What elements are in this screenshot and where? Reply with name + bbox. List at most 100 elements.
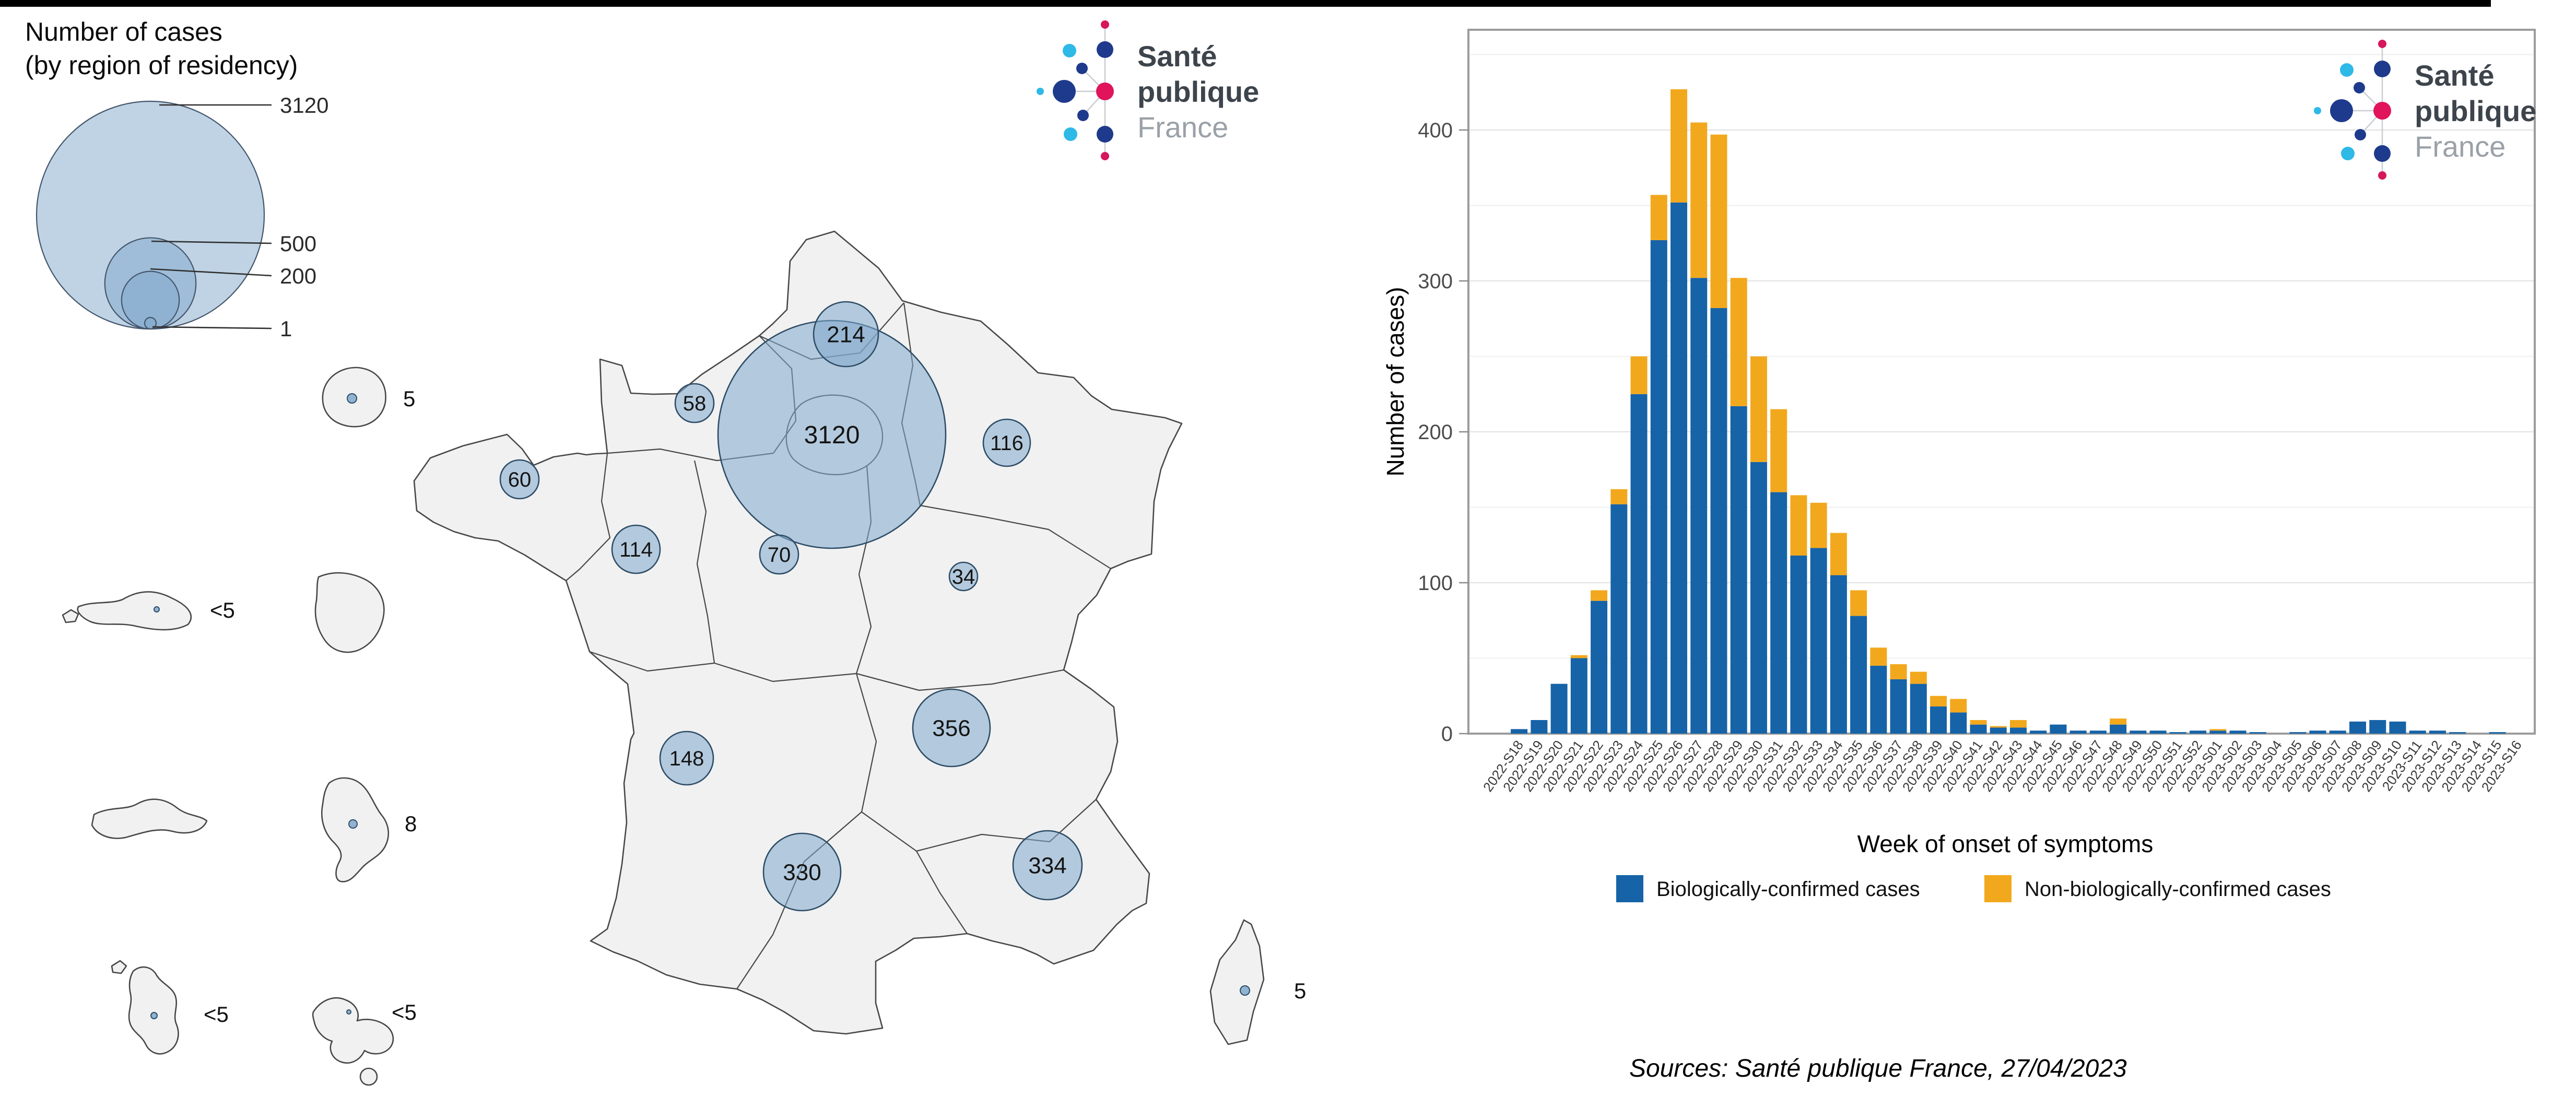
chart-panel: 0 100 200 300 400 2022-S182022-S192022-S2020… [1382, 29, 2536, 1082]
island-guadeloupe [312, 997, 394, 1064]
bar-non-biological-2022-S21 [1570, 655, 1587, 658]
bar-biological-2023-S13 [2449, 732, 2466, 734]
region-border-aura-occitanie [861, 811, 917, 852]
bar-biological-2022-S31 [1770, 492, 1787, 734]
bar-biological-2023-S10 [2389, 721, 2406, 734]
scale-circle-1 [144, 316, 157, 330]
bar-biological-2022-S37 [1890, 679, 1907, 734]
bar-non-biological-2022-S23 [1610, 489, 1628, 504]
bar-biological-2022-S29 [1730, 406, 1747, 734]
island-label-5: 5 [1294, 979, 1306, 1003]
bar-biological-2022-S19 [1531, 720, 1548, 734]
bubble-356 [912, 688, 991, 768]
bar-non-biological-2022-S30 [1750, 356, 1767, 462]
region-border-bourgogne-south [856, 669, 1064, 691]
islet-mayotte-north [111, 960, 127, 974]
bar-biological-2022-S20 [1550, 683, 1568, 734]
scale-label-200: 200 [280, 264, 316, 288]
bar-biological-2022-S45 [2050, 724, 2067, 734]
bar-non-biological-2022-S26 [1671, 89, 1687, 203]
island-annotations: 5 <5 8 <5 <5 5 [150, 386, 1306, 1027]
island-corse [1209, 919, 1265, 1045]
bar-biological-2023-S06 [2309, 730, 2326, 734]
ytick-label-300: 300 [1418, 270, 1453, 293]
scale-leader-1 [152, 326, 272, 329]
plot-border [1467, 29, 2536, 735]
region-border-pays-de-loire-south [589, 651, 715, 672]
bubble-value-60: 60 [508, 468, 532, 491]
bubble-214 [813, 301, 879, 368]
bubble-value-214: 214 [827, 322, 865, 347]
bar-biological-2022-S49 [2130, 730, 2147, 734]
bar-non-biological-2023-S01 [2209, 729, 2227, 731]
islet-guadeloupe-south [359, 1067, 378, 1086]
island-dot-5 [1240, 985, 1250, 996]
bar-biological-2022-S33 [1810, 548, 1827, 734]
bar-biological-2022-S28 [1710, 308, 1727, 734]
bar-biological-2022-S46 [2069, 730, 2087, 734]
bar-biological-2023-S03 [2249, 732, 2266, 734]
bar-biological-2023-S01 [2209, 730, 2227, 734]
bar-non-biological-2022-S39 [1930, 696, 1947, 706]
scale-leader-200 [150, 268, 272, 277]
sante-publique-logo-icon [1036, 19, 1115, 161]
y-axis-ticks: 0 100 200 300 400 [1418, 119, 1468, 746]
bar-biological-2022-S32 [1790, 555, 1807, 734]
scale-leader-500 [151, 240, 272, 244]
source-note: Sources: Santé publique France, 27/04/20… [1629, 1055, 2127, 1082]
region-border-occitanie-paca [916, 851, 968, 934]
bar-biological-2022-S35 [1850, 616, 1867, 734]
bar-biological-2022-S48 [2110, 724, 2127, 734]
bar-biological-2023-S15 [2489, 732, 2506, 734]
bubble-value-116: 116 [990, 432, 1024, 455]
ytick-label-0: 0 [1441, 723, 1453, 746]
logo-text-sante: Santé [2415, 59, 2495, 92]
bubble-value-34: 34 [952, 565, 975, 588]
island-dot-2 [348, 819, 358, 829]
legend-swatch-biological [1616, 875, 1643, 902]
region-border-aura-west [855, 673, 877, 812]
sante-publique-france-logo-right: Santé publique France [2313, 39, 2536, 181]
island-dot-0 [347, 393, 357, 404]
scale-legend-circles [36, 100, 265, 330]
island-label-4: <5 [392, 1000, 417, 1024]
ytick-label-100: 100 [1418, 572, 1453, 595]
bar-non-biological-2022-S33 [1810, 502, 1827, 548]
legend-label-biological: Biologically-confirmed cases [1656, 878, 1920, 901]
ytick-label-400: 400 [1418, 119, 1453, 142]
sante-publique-france-logo-left: Santé publique France [1036, 19, 1259, 161]
bar-biological-2023-S11 [2409, 730, 2426, 734]
bar-biological-2022-S22 [1591, 600, 1608, 734]
bubble-value-114: 114 [619, 538, 653, 561]
bar-biological-2022-S39 [1930, 706, 1947, 734]
bubble-value-58: 58 [683, 392, 707, 415]
scale-label-3120: 3120 [280, 93, 328, 117]
island-label-0: 5 [403, 386, 415, 411]
logo-text-france: France [1137, 111, 1228, 144]
bar-biological-2022-S24 [1630, 394, 1648, 734]
bubble-value-70: 70 [768, 544, 791, 567]
bar-non-biological-2022-S31 [1770, 409, 1787, 492]
bar-biological-2022-S40 [1950, 712, 1967, 734]
island-label-2: 8 [405, 811, 417, 836]
bubble-116 [982, 418, 1031, 467]
bar-biological-2022-S50 [2149, 730, 2167, 734]
chart-bars [1511, 89, 2506, 734]
island-martinique [321, 777, 390, 882]
bar-non-biological-2022-S34 [1830, 533, 1847, 575]
bar-biological-2022-S21 [1570, 658, 1587, 734]
bar-biological-2022-S42 [1990, 727, 2007, 734]
bar-non-biological-2022-S25 [1650, 195, 1667, 240]
bar-biological-2022-S38 [1910, 683, 1927, 734]
bar-non-biological-2022-S32 [1790, 495, 1807, 556]
bar-non-biological-2022-S36 [1870, 647, 1887, 666]
legend-swatch-non-biological [1984, 875, 2012, 902]
bar-biological-2023-S09 [2369, 720, 2386, 734]
bubble-148 [659, 730, 714, 786]
bubble-330 [762, 832, 842, 912]
ytick-label-200: 200 [1418, 421, 1453, 444]
bar-biological-2022-S36 [1870, 665, 1887, 734]
bubble-114 [611, 524, 661, 574]
bubble-34 [948, 561, 979, 592]
